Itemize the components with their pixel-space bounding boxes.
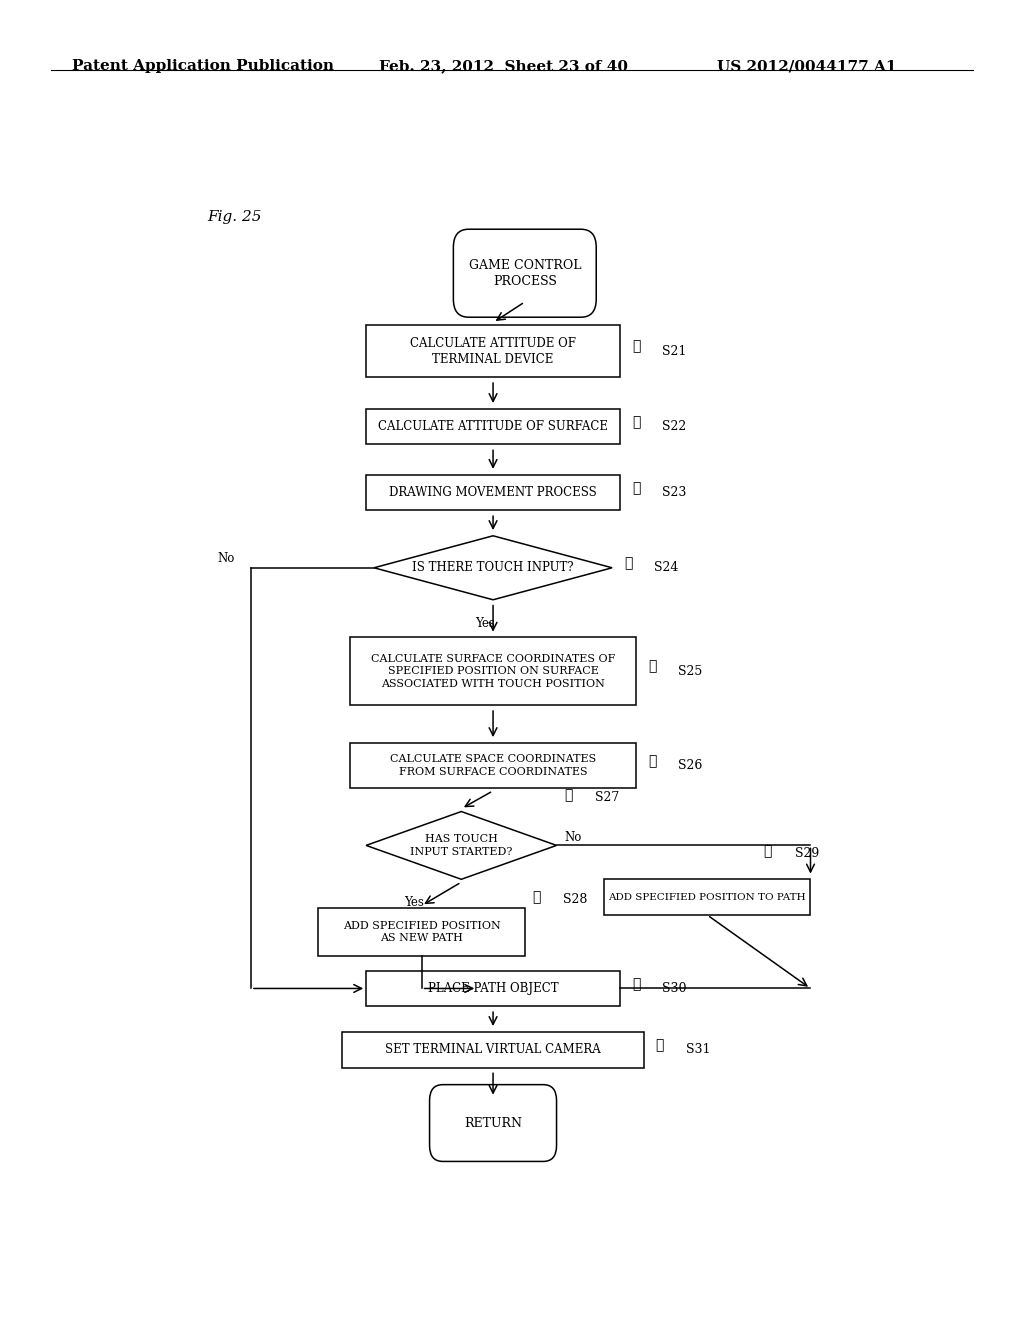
Text: Patent Application Publication: Patent Application Publication — [72, 59, 334, 74]
Text: ∿: ∿ — [632, 414, 640, 429]
Text: S22: S22 — [663, 420, 686, 433]
Bar — [342, 1032, 644, 1068]
FancyBboxPatch shape — [454, 230, 596, 317]
Text: S25: S25 — [678, 665, 702, 677]
Text: No: No — [564, 832, 582, 845]
Text: S29: S29 — [795, 847, 819, 861]
Text: S21: S21 — [663, 345, 686, 358]
Text: ∿: ∿ — [564, 788, 572, 803]
Text: PLACE PATH OBJECT: PLACE PATH OBJECT — [428, 982, 558, 995]
Text: CALCULATE SPACE COORDINATES
FROM SURFACE COORDINATES: CALCULATE SPACE COORDINATES FROM SURFACE… — [390, 754, 596, 776]
Polygon shape — [367, 812, 557, 879]
Text: Fig. 25: Fig. 25 — [207, 210, 262, 224]
Bar — [350, 638, 636, 705]
Bar — [367, 409, 621, 445]
Text: US 2012/0044177 A1: US 2012/0044177 A1 — [717, 59, 896, 74]
Text: CALCULATE SURFACE COORDINATES OF
SPECIFIED POSITION ON SURFACE
ASSOCIATED WITH T: CALCULATE SURFACE COORDINATES OF SPECIFI… — [371, 653, 615, 689]
Bar — [350, 743, 636, 788]
Text: CALCULATE ATTITUDE OF
TERMINAL DEVICE: CALCULATE ATTITUDE OF TERMINAL DEVICE — [410, 337, 577, 366]
Text: RETURN: RETURN — [464, 1117, 522, 1130]
Text: ∿: ∿ — [648, 660, 656, 673]
Text: HAS TOUCH
INPUT STARTED?: HAS TOUCH INPUT STARTED? — [411, 834, 512, 857]
Text: No: No — [218, 552, 236, 565]
Text: S28: S28 — [563, 892, 588, 906]
Polygon shape — [374, 536, 612, 599]
Text: S26: S26 — [678, 759, 702, 772]
Bar — [318, 908, 524, 956]
Text: ∿: ∿ — [632, 977, 640, 991]
Text: GAME CONTROL
PROCESS: GAME CONTROL PROCESS — [469, 259, 581, 288]
Text: ∿: ∿ — [632, 339, 640, 354]
FancyBboxPatch shape — [430, 1085, 557, 1162]
Text: Yes: Yes — [403, 896, 424, 909]
Text: DRAWING MOVEMENT PROCESS: DRAWING MOVEMENT PROCESS — [389, 486, 597, 499]
Bar — [604, 879, 811, 915]
Bar — [367, 970, 621, 1006]
Bar — [367, 475, 621, 511]
Text: S30: S30 — [663, 982, 687, 995]
Text: S24: S24 — [654, 561, 679, 574]
Text: ∿: ∿ — [763, 845, 771, 858]
Text: ADD SPECIFIED POSITION
AS NEW PATH: ADD SPECIFIED POSITION AS NEW PATH — [343, 921, 501, 944]
Text: ∿: ∿ — [648, 754, 656, 768]
Text: CALCULATE ATTITUDE OF SURFACE: CALCULATE ATTITUDE OF SURFACE — [378, 420, 608, 433]
Text: S23: S23 — [663, 486, 686, 499]
Text: ∿: ∿ — [532, 890, 541, 904]
Text: Yes: Yes — [475, 616, 495, 630]
Text: ∿: ∿ — [655, 1038, 665, 1052]
Text: SET TERMINAL VIRTUAL CAMERA: SET TERMINAL VIRTUAL CAMERA — [385, 1043, 601, 1056]
Bar — [367, 326, 621, 378]
Text: ∿: ∿ — [632, 480, 640, 495]
Text: ADD SPECIFIED POSITION TO PATH: ADD SPECIFIED POSITION TO PATH — [608, 892, 806, 902]
Text: S27: S27 — [595, 791, 618, 804]
Text: S31: S31 — [686, 1043, 711, 1056]
Text: Feb. 23, 2012  Sheet 23 of 40: Feb. 23, 2012 Sheet 23 of 40 — [379, 59, 628, 74]
Text: IS THERE TOUCH INPUT?: IS THERE TOUCH INPUT? — [413, 561, 573, 574]
Text: ∿: ∿ — [624, 556, 633, 570]
